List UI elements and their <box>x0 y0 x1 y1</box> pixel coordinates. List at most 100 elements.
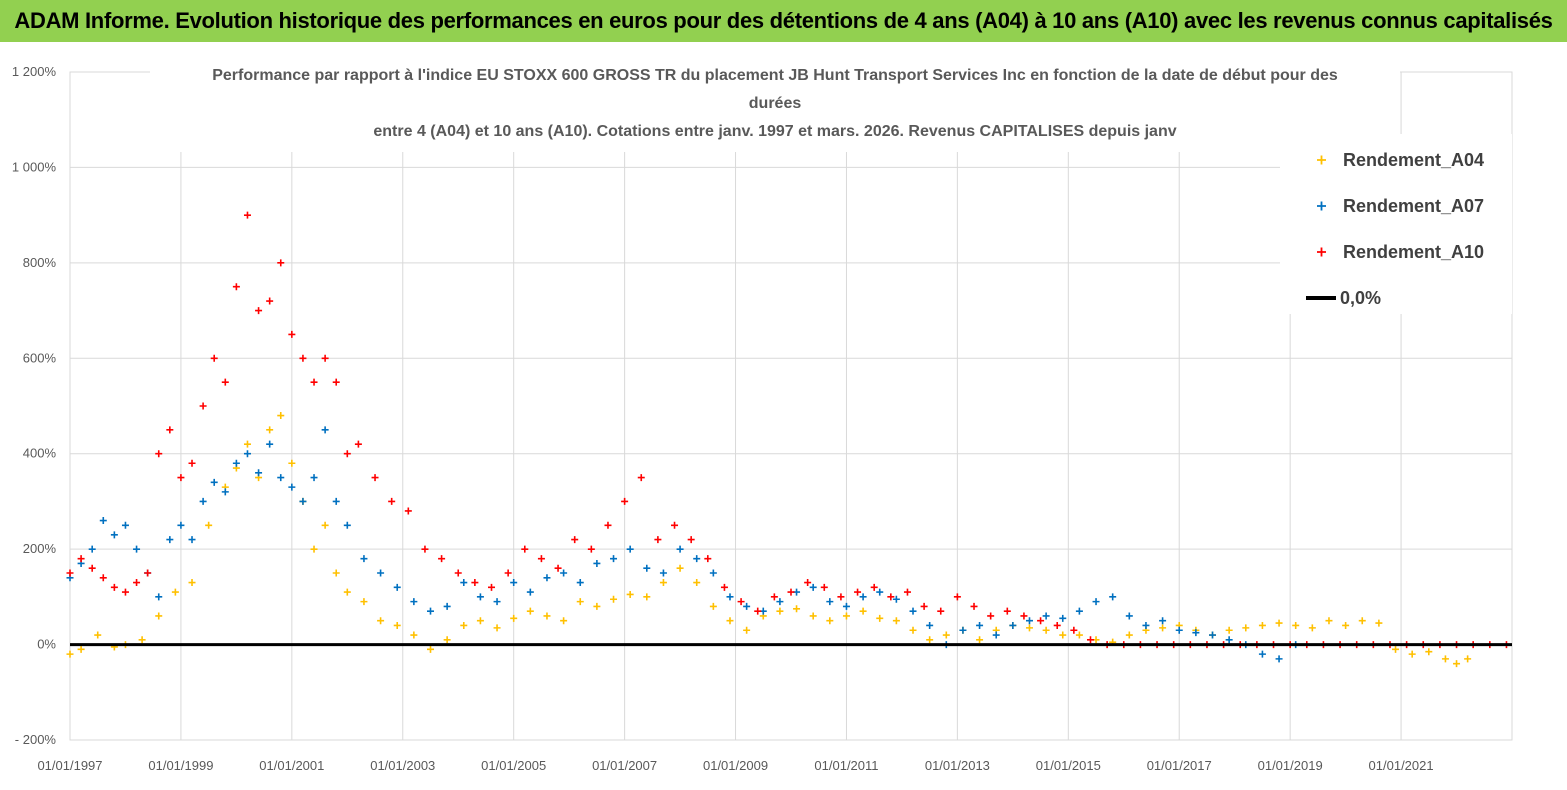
data-point <box>243 211 251 219</box>
data-point <box>1453 660 1461 668</box>
data-point <box>310 378 318 386</box>
data-point <box>770 593 778 601</box>
data-point <box>493 624 501 632</box>
data-point <box>842 602 850 610</box>
data-point <box>576 579 584 587</box>
report-banner-title: ADAM Informe. Evolution historique des p… <box>0 0 1567 42</box>
chart-title-background <box>150 60 1400 152</box>
data-point <box>776 607 784 615</box>
data-point <box>321 426 329 434</box>
data-point <box>1441 655 1449 663</box>
data-point <box>1125 631 1133 639</box>
x-tick-label: 01/01/1999 <box>148 758 213 773</box>
data-point <box>826 598 834 606</box>
data-point <box>610 595 618 603</box>
chart-title-line-3: entre 4 (A04) et 10 ans (A10). Cotations… <box>373 123 1176 140</box>
data-point <box>543 574 551 582</box>
data-point <box>488 583 496 591</box>
data-point <box>410 631 418 639</box>
data-point <box>360 555 368 563</box>
data-point <box>277 259 285 267</box>
data-point <box>332 378 340 386</box>
y-axis-ticks: 1 200% 1 000% 800% 600% 400% 200% 0% - 200% <box>12 64 57 747</box>
data-point <box>537 555 545 563</box>
data-point <box>388 497 396 505</box>
y-tick-label: 200% <box>23 541 57 556</box>
data-point <box>1059 631 1067 639</box>
data-point <box>560 569 568 577</box>
data-point <box>510 579 518 587</box>
data-point <box>1142 621 1150 629</box>
data-point <box>621 497 629 505</box>
data-point <box>709 569 717 577</box>
data-point <box>909 607 917 615</box>
data-point <box>277 474 285 482</box>
data-point <box>1175 626 1183 634</box>
data-point <box>266 297 274 305</box>
x-tick-label: 01/01/2007 <box>592 758 657 773</box>
data-point <box>410 598 418 606</box>
y-tick-label: 800% <box>23 255 57 270</box>
data-point <box>1020 612 1028 620</box>
data-point <box>232 459 240 467</box>
data-point <box>876 614 884 622</box>
x-tick-label: 01/01/2019 <box>1258 758 1323 773</box>
performance-chart: 1 200% 1 000% 800% 600% 400% 200% 0% - 200% 01/… <box>12 60 1513 773</box>
data-point <box>693 579 701 587</box>
data-point <box>188 459 196 467</box>
data-point <box>654 536 662 544</box>
data-point <box>1308 624 1316 632</box>
data-point <box>1225 636 1233 644</box>
data-point <box>593 602 601 610</box>
data-point <box>343 588 351 596</box>
data-point <box>504 569 512 577</box>
data-point <box>77 555 85 563</box>
data-point <box>133 545 141 553</box>
data-point <box>526 607 534 615</box>
data-point <box>404 507 412 515</box>
data-point <box>421 545 429 553</box>
data-point <box>859 607 867 615</box>
data-point <box>626 545 634 553</box>
data-point <box>643 593 651 601</box>
data-point <box>554 564 562 572</box>
x-tick-label: 01/01/1997 <box>37 758 102 773</box>
data-point <box>454 569 462 577</box>
series-rendement-a10 <box>66 211 1510 649</box>
data-point <box>1425 648 1433 656</box>
data-point <box>232 283 240 291</box>
data-point <box>593 559 601 567</box>
data-point <box>299 354 307 362</box>
legend-label: Rendement_A07 <box>1343 196 1484 216</box>
data-point <box>377 617 385 625</box>
data-point <box>726 617 734 625</box>
data-point <box>876 588 884 596</box>
data-point <box>138 636 146 644</box>
data-point <box>659 579 667 587</box>
data-point <box>610 555 618 563</box>
data-point <box>737 598 745 606</box>
data-point <box>77 645 85 653</box>
data-point <box>992 631 1000 639</box>
data-point <box>88 545 96 553</box>
data-point <box>926 621 934 629</box>
y-tick-label: - 200% <box>15 732 57 747</box>
data-point <box>438 555 446 563</box>
data-point <box>1258 621 1266 629</box>
data-point <box>354 440 362 448</box>
data-point <box>1003 607 1011 615</box>
data-point <box>221 488 229 496</box>
data-point <box>892 595 900 603</box>
data-point <box>1159 617 1167 625</box>
data-point <box>1086 636 1094 644</box>
y-tick-label: 0% <box>37 637 56 652</box>
data-point <box>1408 650 1416 658</box>
data-point <box>743 602 751 610</box>
data-point <box>321 354 329 362</box>
data-point <box>920 602 928 610</box>
legend-swatch <box>1317 247 1326 257</box>
data-point <box>970 602 978 610</box>
data-point <box>1375 619 1383 627</box>
data-point <box>371 474 379 482</box>
data-point <box>199 497 207 505</box>
